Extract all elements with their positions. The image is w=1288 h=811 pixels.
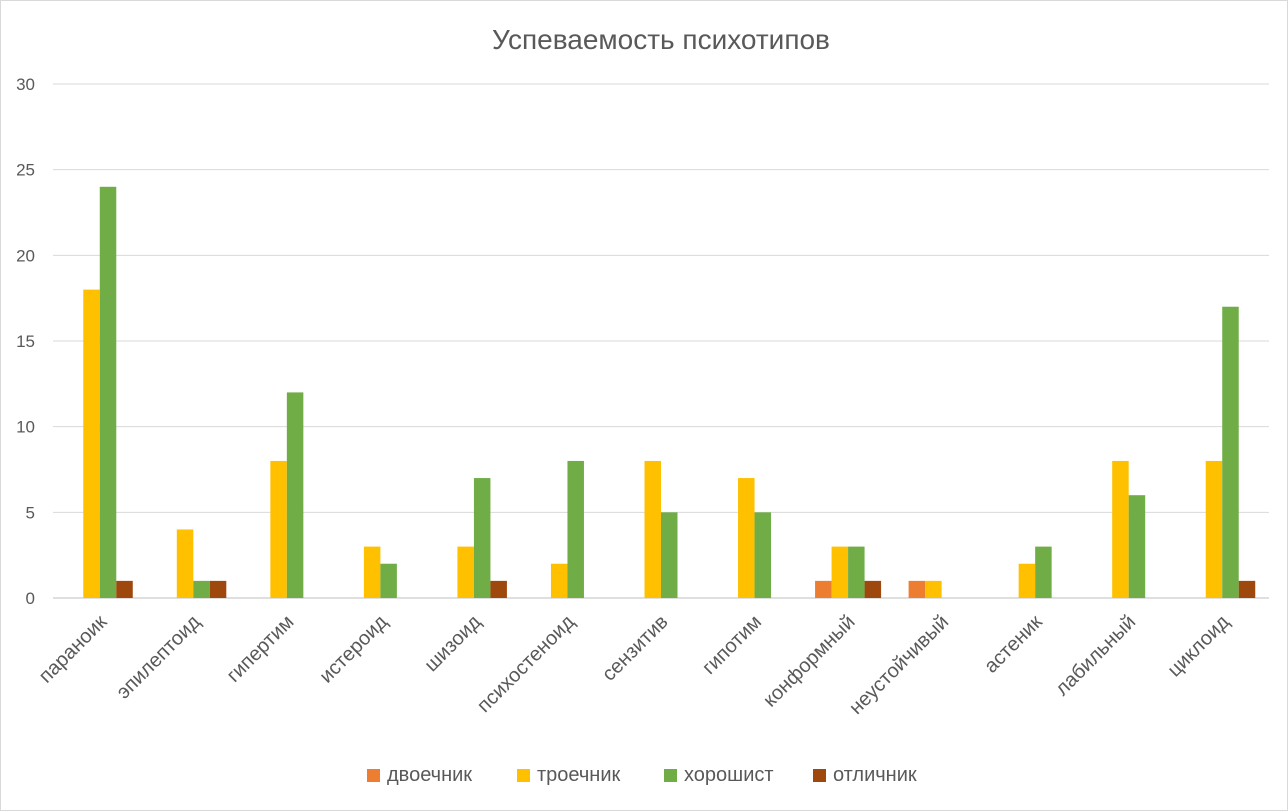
x-tick-label: психостеноид: [473, 611, 579, 717]
y-tick-label: 5: [26, 503, 35, 522]
bar-хорошист-гипертим: [286, 392, 304, 598]
x-tick-label: гипотим: [698, 611, 766, 679]
bar-троечник-астеник: [1018, 563, 1036, 598]
bar-хорошист-шизоид: [473, 478, 491, 598]
bar-хорошист-циклоид: [1222, 306, 1239, 598]
x-tick-label: эпилептоид: [112, 611, 205, 704]
bar-троечник-гипертим: [270, 460, 287, 598]
legend-swatch: [517, 769, 530, 782]
bar-хорошист-астеник: [1035, 546, 1052, 598]
legend-label: хорошист: [684, 764, 774, 786]
legend: двоечник троечник хорошист отличник: [367, 764, 917, 786]
gridlines: [53, 83, 1269, 599]
bar-хорошист-гипотим: [754, 512, 772, 598]
y-tick-label: 20: [16, 246, 35, 265]
bar-троечник-параноик: [83, 289, 100, 598]
bars: [83, 186, 1256, 599]
bar-хорошист-лабильный: [1128, 495, 1146, 598]
y-tick-label: 15: [16, 332, 35, 351]
bar-троечник-лабильный: [1112, 460, 1129, 598]
bar-отличник-параноик: [116, 580, 133, 598]
legend-label: троечник: [537, 764, 621, 786]
bar-хорошист-сензитив: [661, 512, 678, 598]
x-tick-label: неустойчивый: [845, 611, 953, 719]
x-tick-label: шизоид: [420, 611, 485, 676]
bar-троечник-конформный: [831, 546, 849, 598]
x-tick-label: параноик: [35, 611, 112, 688]
x-tick-label: гипертим: [223, 611, 299, 687]
bar-троечник-сензитив: [644, 460, 661, 598]
legend-label: двоечник: [387, 764, 472, 786]
x-tick-label: циклоид: [1163, 611, 1234, 682]
x-tick-label: астеник: [980, 611, 1047, 678]
x-tick-label: лабильный: [1051, 611, 1140, 700]
bar-троечник-психостеноид: [550, 563, 568, 598]
y-tick-label: 0: [26, 589, 35, 608]
bar-отличник-эпилептоид: [209, 580, 227, 598]
bar-отличник-циклоид: [1238, 580, 1256, 598]
bar-троечник-циклоид: [1205, 460, 1223, 598]
bar-хорошист-психостеноид: [567, 460, 584, 598]
bar-хорошист-истероид: [380, 563, 397, 598]
bar-троечник-гипотим: [738, 478, 755, 598]
bar-двоечник-конформный: [815, 580, 832, 598]
bar-хорошист-эпилептоид: [193, 580, 210, 598]
x-tick-label: истероид: [315, 611, 392, 688]
legend-swatch: [367, 769, 380, 782]
legend-swatch: [664, 769, 677, 782]
y-tick-label: 10: [16, 418, 35, 437]
legend-swatch: [813, 769, 826, 782]
bar-троечник-неустойчивый: [925, 580, 942, 598]
chart-title: Успеваемость психотипов: [492, 24, 830, 55]
bar-отличник-шизоид: [490, 580, 507, 598]
bar-двоечник-неустойчивый: [908, 580, 926, 598]
bar-отличник-конформный: [864, 580, 882, 598]
y-tick-label: 25: [16, 161, 35, 180]
bar-троечник-шизоид: [457, 546, 474, 598]
x-axis-ticks: параноик эпилептоид гипертим истероид шизоид…: [35, 611, 1234, 719]
bar-хорошист-конформный: [848, 546, 865, 598]
x-tick-label: сензитив: [598, 611, 673, 686]
x-tick-label: конформный: [759, 611, 860, 712]
y-axis-ticks: 0 5 10 15 20 25 30: [16, 75, 35, 608]
legend-label: отличник: [833, 764, 917, 786]
bar-хорошист-параноик: [99, 186, 117, 599]
bar-троечник-эпилептоид: [176, 529, 194, 598]
bar-троечник-истероид: [363, 546, 381, 598]
y-tick-label: 30: [16, 75, 35, 94]
